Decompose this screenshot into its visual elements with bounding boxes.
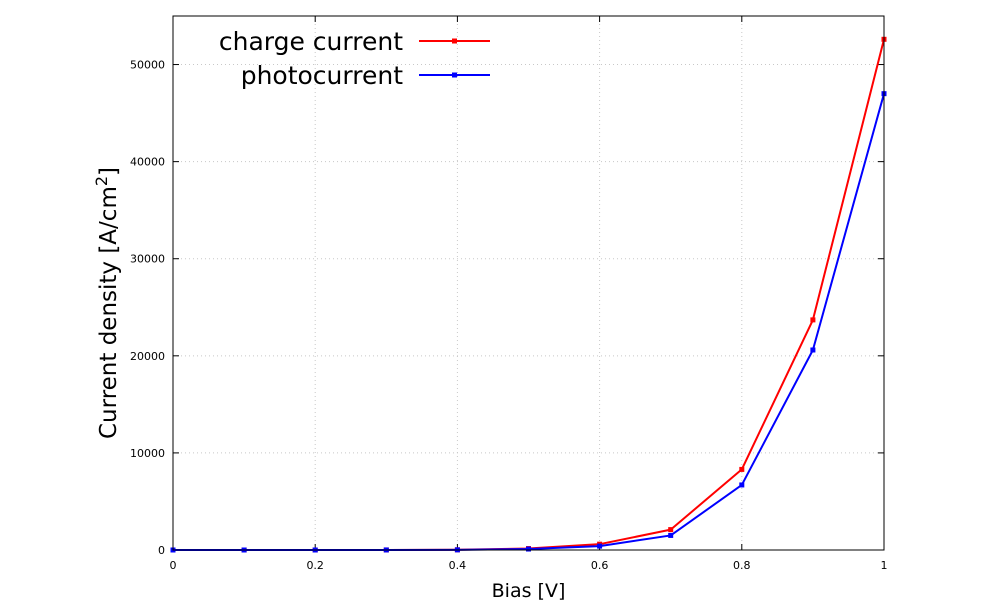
axis-ticks: 0 0.2 0.4 0.6 0.8 1 0 10000 20000 30000 40000 50000	[130, 16, 888, 572]
y-axis-title-main: Current density [A/cm	[96, 186, 122, 439]
legend-label: charge current	[219, 27, 403, 56]
grid	[173, 16, 884, 550]
data-point	[810, 317, 816, 323]
legend-item: charge current	[219, 27, 490, 56]
data-point	[810, 347, 816, 353]
y-tick-label: 40000	[130, 156, 165, 169]
legend-item: photocurrent	[241, 61, 490, 90]
data-point	[597, 543, 603, 549]
y-tick-label: 30000	[130, 253, 165, 266]
x-tick-label: 0.4	[449, 559, 467, 572]
data-point	[668, 532, 674, 538]
data-point	[526, 546, 531, 552]
data-point	[668, 527, 674, 533]
legend-swatch-marker	[452, 72, 457, 78]
y-axis-title-suffix: ]	[96, 167, 122, 176]
x-tick-label: 0	[170, 559, 177, 572]
y-tick-label: 50000	[130, 59, 165, 72]
legend-swatch-marker	[452, 38, 457, 44]
y-tick-label: 20000	[130, 350, 165, 363]
x-tick-label: 0.8	[733, 559, 751, 572]
x-axis-title: Bias [V]	[492, 580, 566, 600]
x-tick-label: 0.6	[591, 559, 609, 572]
series-line	[173, 39, 885, 551]
plot-frame	[172, 15, 885, 551]
x-tick-label: 0.2	[306, 559, 324, 572]
y-axis-title-superscript: 2	[92, 176, 111, 186]
series-photocurrent	[170, 91, 887, 553]
legend-label: photocurrent	[241, 61, 403, 90]
series-charge-current	[170, 36, 887, 553]
y-tick-label: 10000	[130, 447, 165, 460]
data-point	[739, 482, 745, 488]
data-point	[739, 466, 745, 472]
y-axis-title: Current density [A/cm2]	[92, 167, 122, 439]
series-group	[170, 36, 887, 553]
y-tick-label: 0	[158, 544, 165, 557]
legend: charge current photocurrent	[219, 27, 490, 90]
x-tick-label: 1	[881, 559, 888, 572]
